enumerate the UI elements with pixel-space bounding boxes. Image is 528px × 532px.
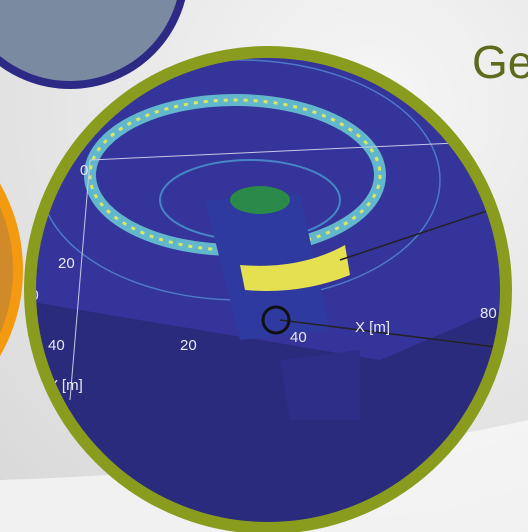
axis-line: [279, 319, 506, 351]
tick-label: 40: [290, 329, 307, 346]
cylinder-top: [230, 186, 290, 214]
tick-label: 0: [80, 162, 88, 179]
wave-ring: [88, 98, 382, 252]
axis-line: [69, 159, 91, 401]
title: Ge: [472, 36, 528, 88]
tick-label: 20: [58, 255, 75, 272]
tick-label: 40: [48, 337, 65, 354]
orange-circle: [0, 183, 23, 357]
cylinder-band: [240, 245, 350, 291]
x-axis-label: X [m]: [355, 319, 390, 336]
purple-circle: [0, 0, 186, 89]
marker-circle: [261, 305, 291, 335]
slab-side: [30, 300, 506, 528]
tick-label: 80: [480, 305, 497, 322]
main-circle-ring: [24, 46, 512, 532]
tick-label: 20: [180, 337, 197, 354]
cylinder-base: [280, 350, 360, 420]
simulation-image: 0 20 40 20 20 40 80 X [m] Y [m]: [30, 52, 506, 528]
